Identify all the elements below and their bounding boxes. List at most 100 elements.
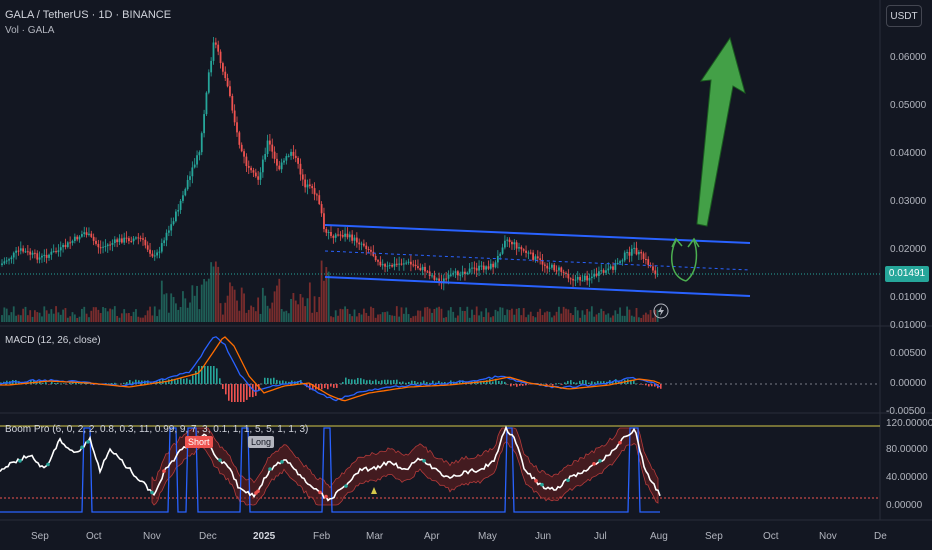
macd-hist-bar	[444, 382, 446, 384]
volume-bar	[278, 278, 281, 322]
volume-bar	[55, 306, 57, 322]
symbol-title[interactable]: GALA / TetherUS · 1D · BINANCE	[5, 9, 172, 21]
candle-body	[8, 259, 10, 261]
candle-body	[120, 238, 123, 243]
volume-bar	[90, 310, 93, 322]
big-up-arrow[interactable]	[696, 36, 746, 227]
volume-bar	[243, 293, 245, 322]
macd-hist-bar	[60, 383, 62, 385]
macd-hist-bar	[69, 382, 71, 384]
curve-arrow-2[interactable]	[685, 240, 698, 282]
candle-body	[414, 264, 417, 267]
candle-body	[543, 264, 546, 266]
macd-hist-bar	[579, 380, 581, 384]
volume-bar	[330, 316, 332, 322]
volume-label[interactable]: Vol · GALA	[5, 25, 55, 36]
macd-hist-bar	[186, 378, 188, 384]
volume-bars	[1, 260, 659, 322]
candle-body	[111, 243, 114, 245]
volume-bar	[598, 312, 600, 322]
macd-hist-bar	[192, 375, 194, 384]
channel-lower-line[interactable]	[324, 276, 751, 297]
macd-hist-bar	[312, 384, 314, 391]
currency-button[interactable]: USDT	[886, 5, 922, 27]
macd-hist-bar	[636, 383, 638, 384]
time-axis-label: De	[874, 531, 887, 542]
volume-bar	[45, 310, 48, 322]
candle-body	[363, 243, 365, 246]
volume-bar	[125, 313, 128, 322]
macd-hist-bar	[420, 382, 422, 384]
volume-bar	[57, 312, 60, 322]
volume-bar	[539, 308, 542, 322]
volume-bar	[402, 313, 405, 322]
macd-hist-bar	[375, 379, 377, 384]
macd-hist-bar	[522, 384, 524, 386]
candle-body	[83, 232, 86, 235]
candle-body	[501, 247, 504, 254]
boom-title[interactable]: Boom Pro (6, 0, 2, 2, 0.8, 0.3, 11, 0.99…	[5, 424, 309, 435]
candle-body	[125, 237, 128, 239]
volume-bar	[200, 284, 203, 322]
candle-body	[318, 195, 321, 205]
candle-body	[541, 259, 544, 265]
candle-body	[19, 248, 22, 251]
candle-body	[489, 263, 492, 269]
volume-bar	[388, 314, 391, 322]
volume-bar	[348, 313, 351, 322]
macd-hist-bar	[30, 380, 32, 384]
volume-bar	[73, 314, 76, 322]
candle-body	[271, 144, 274, 152]
volume-bar	[301, 297, 304, 322]
volume-bar	[520, 315, 523, 322]
macd-hist-bar	[438, 380, 440, 384]
macd-hist-bar	[267, 377, 269, 384]
boom-signal-line	[0, 427, 660, 513]
candle-body	[266, 140, 269, 155]
volume-bar	[454, 317, 457, 322]
volume-bar	[499, 307, 502, 322]
candle-body	[398, 263, 401, 265]
macd-hist-bar	[417, 382, 419, 384]
macd-hist-bar	[117, 383, 119, 385]
lightning-icon[interactable]	[653, 303, 669, 319]
volume-bar	[421, 316, 424, 322]
macd-hist-bar	[513, 384, 515, 386]
volume-bar	[546, 311, 549, 322]
macd-hist-bar	[114, 382, 116, 384]
time-axis-label: Aug	[650, 531, 668, 542]
long-signal-tag[interactable]: Long	[248, 436, 275, 448]
boom-dot	[598, 459, 602, 463]
volume-bar	[24, 306, 27, 322]
descending-channel[interactable]	[324, 224, 751, 297]
channel-upper-line[interactable]	[324, 224, 751, 244]
macd-hist-bar	[567, 380, 569, 384]
volume-bar	[522, 308, 525, 322]
macd-hist-bar	[240, 384, 242, 402]
boom-dot	[324, 494, 328, 499]
volume-bar	[642, 314, 645, 322]
volume-bar	[165, 293, 168, 322]
candle-body	[57, 250, 60, 253]
volume-bar	[635, 307, 638, 322]
short-signal-tag[interactable]: Short	[185, 436, 213, 448]
volume-bar	[480, 311, 483, 322]
macd-hist-bar	[204, 366, 206, 384]
macd-hist-bar	[369, 379, 371, 384]
macd-hist-bar	[336, 384, 338, 388]
volume-bar	[132, 311, 135, 322]
curve-arrow-1[interactable]	[671, 240, 687, 282]
bullish-projection[interactable]	[671, 36, 746, 282]
candle-body	[184, 189, 187, 196]
macd-title[interactable]: MACD (12, 26, close)	[5, 335, 101, 346]
volume-bar	[139, 317, 142, 322]
channel-mid-line[interactable]	[324, 250, 751, 271]
macd-hist-bar	[261, 383, 263, 385]
candle-body	[473, 267, 476, 269]
macd-hist-bar	[219, 378, 221, 384]
candle-body	[257, 176, 260, 180]
volume-bar	[501, 307, 504, 322]
candle-body	[137, 237, 140, 239]
